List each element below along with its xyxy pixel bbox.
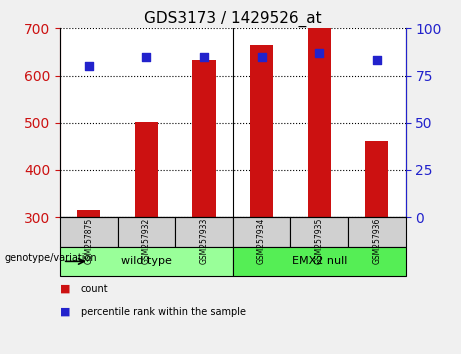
Text: wild type: wild type: [121, 256, 172, 266]
Text: ■: ■: [60, 284, 71, 293]
Bar: [308, 28, 331, 217]
Text: percentile rank within the sample: percentile rank within the sample: [81, 307, 246, 316]
Bar: [77, 210, 100, 217]
Point: [142, 54, 150, 59]
Text: GSM257875: GSM257875: [84, 218, 93, 264]
FancyBboxPatch shape: [175, 217, 233, 247]
FancyBboxPatch shape: [60, 217, 118, 247]
FancyBboxPatch shape: [290, 217, 348, 247]
FancyBboxPatch shape: [233, 217, 290, 247]
Point: [200, 54, 207, 59]
Text: GSM257936: GSM257936: [372, 218, 381, 264]
FancyBboxPatch shape: [233, 247, 406, 276]
Point: [85, 63, 92, 69]
Text: genotype/variation: genotype/variation: [5, 253, 97, 263]
Point: [315, 50, 323, 56]
Text: GSM257933: GSM257933: [200, 218, 208, 264]
Bar: [365, 141, 388, 217]
FancyBboxPatch shape: [60, 247, 233, 276]
Text: GSM257935: GSM257935: [315, 218, 324, 264]
Point: [373, 58, 381, 63]
Text: count: count: [81, 284, 108, 293]
Text: GSM257934: GSM257934: [257, 218, 266, 264]
FancyBboxPatch shape: [118, 217, 175, 247]
Point: [258, 54, 266, 59]
FancyBboxPatch shape: [348, 217, 406, 247]
Bar: [193, 61, 216, 217]
Bar: [135, 122, 158, 217]
Text: EMX2 null: EMX2 null: [291, 256, 347, 266]
Text: GSM257932: GSM257932: [142, 218, 151, 264]
Bar: [250, 45, 273, 217]
Text: ■: ■: [60, 307, 71, 316]
Title: GDS3173 / 1429526_at: GDS3173 / 1429526_at: [144, 11, 322, 27]
